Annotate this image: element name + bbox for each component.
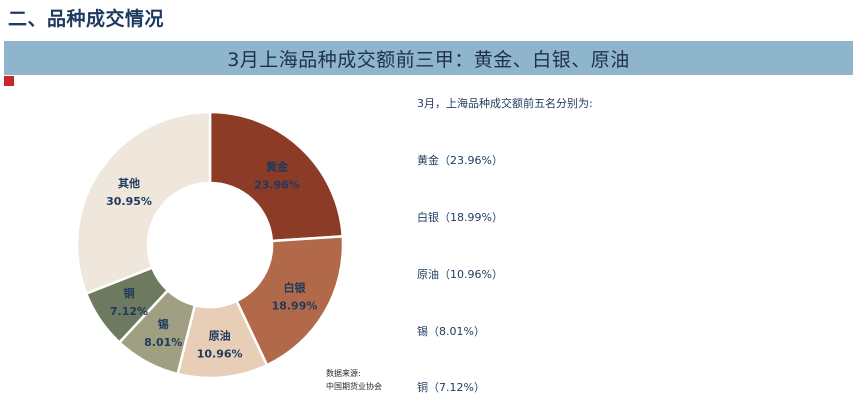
slice-category-label: 其他	[118, 176, 140, 190]
ranking-item-gold: 黄金（23.96%）	[417, 154, 503, 167]
slice-value-label: 23.96%	[254, 178, 300, 191]
corner-logo-icon	[4, 76, 14, 86]
headline-banner: 3月上海品种成交额前三甲：黄金、白银、原油	[4, 41, 853, 75]
slice-category-label: 锡	[158, 317, 169, 331]
donut-chart-svg: 黄金 23.96% 白银 18.99% 原油 10.96% 锡 8.01% 铜 7.12% 其他 30…	[75, 110, 345, 380]
source-name: 中国期货业协会	[326, 382, 382, 391]
headline-text: 3月上海品种成交额前三甲：黄金、白银、原油	[227, 48, 630, 71]
slice-category-label: 铜	[122, 286, 134, 300]
ranking-item-copper: 铜（7.12%）	[417, 381, 485, 394]
summary-panel: 3月，上海品种成交额前五名分别为: 黄金（23.96%） 白银（18.99%） …	[417, 95, 593, 394]
donut-chart: 黄金 23.96% 白银 18.99% 原油 10.96% 锡 8.01% 铜 7.12% 其他 30…	[70, 105, 350, 385]
ranking-item-tin: 锡（8.01%）	[417, 325, 485, 338]
slice-value-label: 30.95%	[106, 195, 152, 208]
slice-category-label: 原油	[209, 329, 231, 343]
section-title: 二、品种成交情况	[8, 8, 165, 30]
ranking-item-silver: 白银（18.99%）	[417, 211, 503, 224]
slice-value-label: 10.96%	[197, 348, 243, 361]
slice-category-label: 黄金	[266, 159, 289, 173]
ranking-item-crude-oil: 原油（10.96%）	[417, 268, 503, 281]
slice-value-label: 8.01%	[144, 336, 182, 349]
donut-slice-1	[208, 110, 345, 243]
donut-slice-6	[75, 110, 212, 296]
source-label: 数据来源:	[326, 369, 361, 378]
slice-value-label: 18.99%	[272, 300, 318, 313]
data-source-note: 数据来源: 中国期货业协会	[326, 367, 382, 393]
slice-value-label: 7.12%	[110, 305, 148, 318]
summary-intro: 3月，上海品种成交额前五名分别为:	[417, 97, 593, 110]
slice-category-label: 白银	[283, 281, 306, 295]
donut-slice-2	[234, 235, 345, 367]
